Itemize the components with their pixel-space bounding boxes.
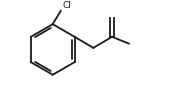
Text: Cl: Cl bbox=[63, 1, 72, 10]
